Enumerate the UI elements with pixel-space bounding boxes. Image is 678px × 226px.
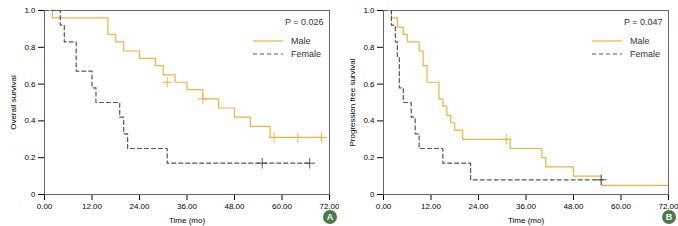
svg-text:Progression free survival: Progression free survival [348,58,357,146]
svg-text:0.2: 0.2 [24,153,36,162]
svg-text:1.0: 1.0 [363,6,375,15]
svg-text:36.00: 36.00 [516,202,537,211]
svg-text:0: 0 [370,190,375,199]
svg-text:P = 0.047: P = 0.047 [624,17,663,27]
svg-text:0: 0 [31,190,36,199]
svg-text:Time (mo): Time (mo) [169,216,205,225]
svg-text:60.00: 60.00 [611,202,632,211]
svg-text:0.00: 0.00 [37,202,53,211]
svg-text:0.8: 0.8 [363,43,375,52]
html-text:Male: Male [630,35,650,46]
svg-text:24.00: 24.00 [129,202,150,211]
svg-text:24.00: 24.00 [468,202,489,211]
html-text:Male: Male [291,35,311,46]
svg-text:0.6: 0.6 [24,80,36,89]
svg-text:0.8: 0.8 [24,43,36,52]
svg-text:48.00: 48.00 [224,202,245,211]
svg-text:0.00: 0.00 [376,202,392,211]
svg-text:0.2: 0.2 [363,153,375,162]
svg-text:12.00: 12.00 [421,202,442,211]
svg-text:1.0: 1.0 [24,6,36,15]
html-text:A: A [326,212,334,222]
html-text:Female: Female [291,48,321,59]
svg-text:60.00: 60.00 [272,202,293,211]
svg-text:12.00: 12.00 [82,202,103,211]
html-text:Female: Female [630,48,660,59]
svg-text:0.4: 0.4 [24,116,36,125]
svg-text:0.6: 0.6 [363,80,375,89]
svg-text:Time (mo): Time (mo) [508,216,544,225]
html-text:B: B [665,212,673,222]
svg-text:36.00: 36.00 [177,202,198,211]
svg-text:0.4: 0.4 [363,116,375,125]
svg-text:48.00: 48.00 [563,202,584,211]
svg-text:P = 0.026: P = 0.026 [285,17,324,27]
svg-text:Overall survival: Overall survival [9,75,18,130]
